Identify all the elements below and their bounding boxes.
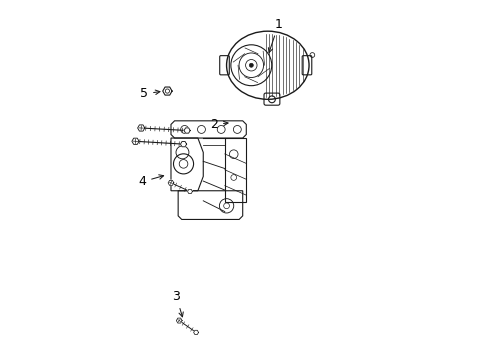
Polygon shape	[180, 141, 186, 147]
Text: 4: 4	[138, 175, 163, 188]
Polygon shape	[168, 180, 174, 185]
Text: 1: 1	[268, 18, 282, 53]
Polygon shape	[176, 318, 182, 323]
Polygon shape	[163, 87, 172, 95]
Text: 2: 2	[210, 118, 227, 131]
Polygon shape	[132, 138, 139, 144]
Text: 5: 5	[140, 87, 160, 100]
Polygon shape	[193, 330, 198, 334]
Text: 3: 3	[172, 290, 183, 317]
Circle shape	[249, 63, 253, 67]
Polygon shape	[137, 125, 144, 131]
Polygon shape	[183, 128, 190, 133]
Polygon shape	[187, 189, 192, 194]
